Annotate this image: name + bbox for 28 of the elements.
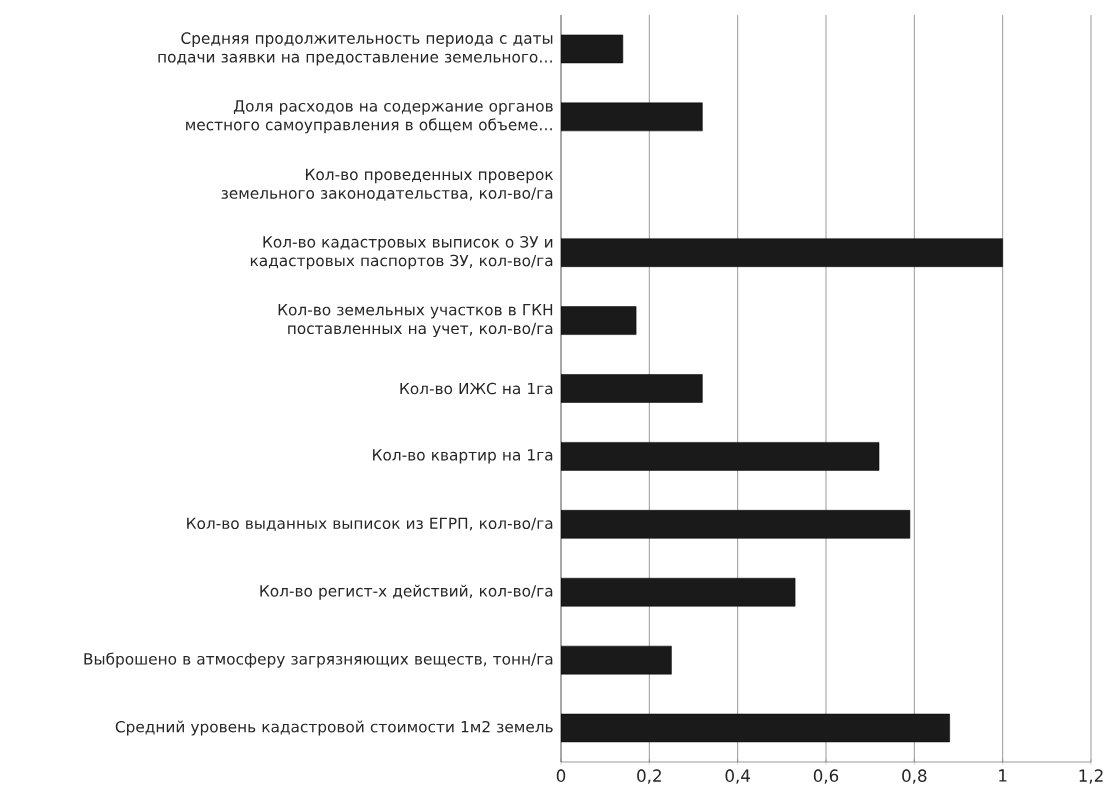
bar xyxy=(561,306,637,335)
bar xyxy=(561,34,624,64)
x-tick-label: 0,2 xyxy=(637,769,661,784)
y-tick-label: Кол-во выданных выписок из ЕГРП, кол-во/га xyxy=(187,517,553,531)
x-tick-label: 1,2 xyxy=(1079,769,1103,784)
x-tick-label: 0,8 xyxy=(902,769,927,784)
bar xyxy=(561,102,703,132)
y-tick-label: Средняя продолжительность периода с даты подачи заявки на предоставление земельного… xyxy=(158,32,553,66)
bar xyxy=(561,713,950,743)
y-tick-label: Кол-во регист-х действий, кол-во/га xyxy=(260,584,553,600)
bar xyxy=(561,442,880,471)
y-tick-label: Средний уровень кадастровой стоимости 1м2 земель xyxy=(115,720,553,736)
y-tick-label: Кол-во ИЖС на 1га xyxy=(400,382,553,395)
y-tick-label: Кол-во земельных участков в ГКН поставленных на учет, кол-во/га xyxy=(278,304,553,338)
y-tick-label: Доля расходов на содержание органов местного самоуправления в общем объеме… xyxy=(186,100,553,134)
bar xyxy=(561,238,1003,267)
x-tick-label: 0 xyxy=(556,769,566,782)
y-tick-label: Кол-во кадастровых выписок о ЗУ и кадастровых паспортов ЗУ, кол-во/га xyxy=(250,236,553,270)
bar xyxy=(561,577,796,607)
y-tick-label: Кол-во проведенных проверок земельного законодательства, кол-во/га xyxy=(221,168,554,201)
x-tick-label: 1 xyxy=(999,769,1007,782)
bar xyxy=(561,645,672,675)
x-tick-label: 0,6 xyxy=(813,769,839,784)
y-tick-label: Кол-во квартир на 1га xyxy=(373,449,553,464)
y-tick-label: Выброшено в атмосферу загрязняющих веществ, тонн/га xyxy=(84,652,553,668)
bar xyxy=(561,374,703,403)
bar xyxy=(561,510,911,539)
x-tick-label: 0,4 xyxy=(725,769,750,784)
